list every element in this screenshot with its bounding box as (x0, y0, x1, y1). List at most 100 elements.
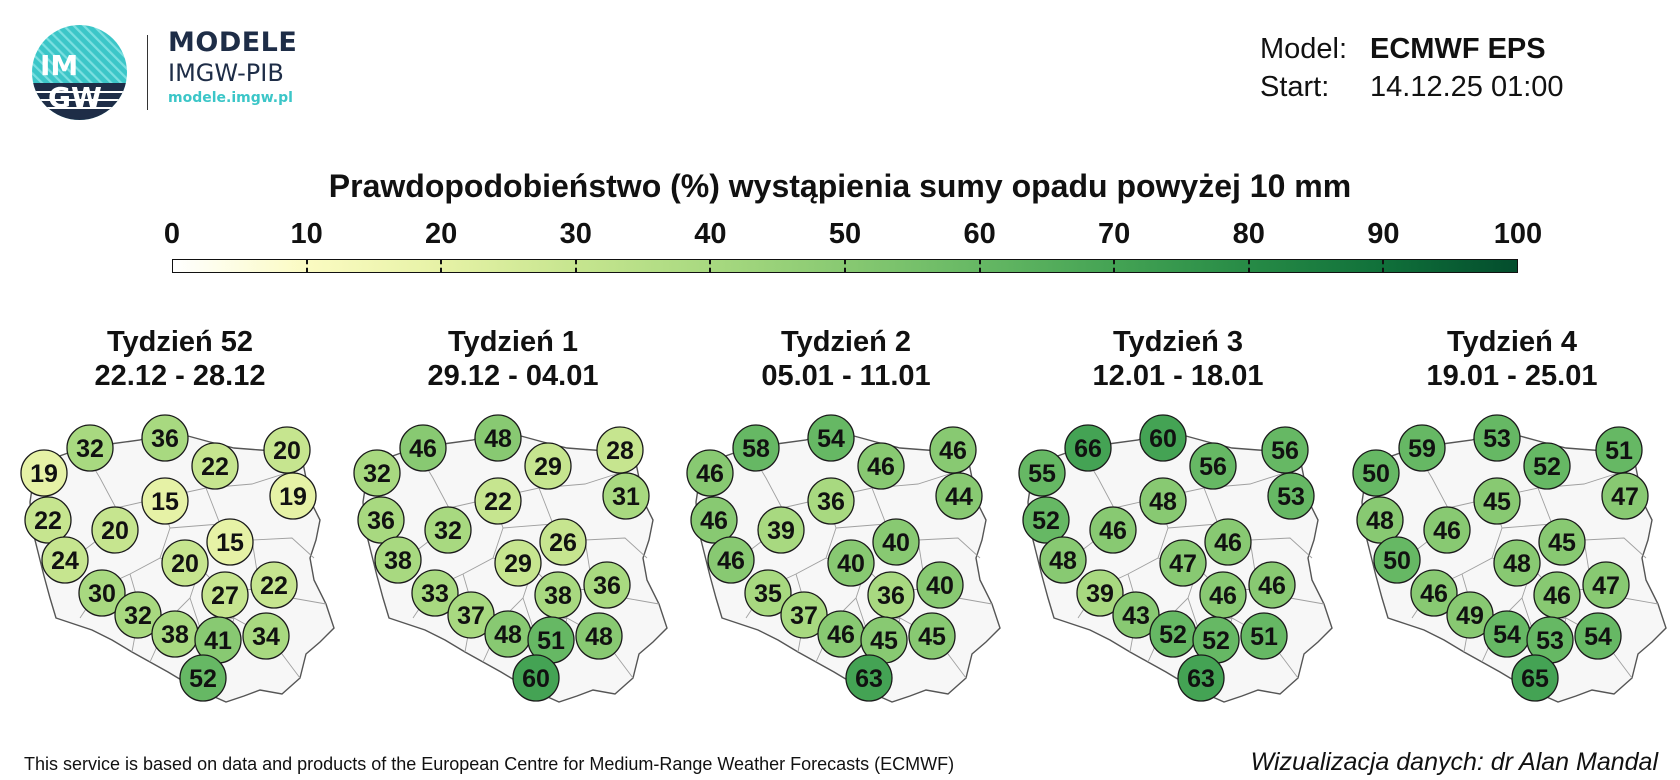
region-value-marker: 58 (732, 424, 780, 472)
region-value-marker: 34 (242, 612, 290, 660)
region-value: 48 (484, 425, 512, 453)
region-value: 46 (696, 460, 724, 488)
region-value: 32 (124, 602, 152, 630)
region-value: 35 (754, 580, 782, 608)
region-border (1187, 597, 1199, 629)
region-circle (1089, 506, 1137, 554)
region-value-marker: 46 (817, 610, 865, 658)
region-value: 46 (700, 507, 728, 535)
region-value: 48 (494, 621, 522, 649)
colorbar-segment (441, 260, 577, 272)
region-circle (686, 449, 734, 497)
colorbar-segment (1248, 260, 1383, 272)
start-row: Start: 14.12.25 01:00 (1260, 68, 1564, 106)
region-value: 19 (279, 483, 307, 511)
region-value: 46 (1209, 582, 1237, 610)
poland-map: 66 60 55 56 56 48 52 46 53 48 47 46 39 46 46 43 52 52 51 63 (1018, 414, 1333, 703)
region-value-marker: 38 (534, 571, 582, 619)
week-title: Tydzień 4 19.01 - 25.01 (1352, 325, 1672, 393)
week-label: Tydzień 1 (448, 326, 578, 358)
region-value: 51 (1605, 437, 1633, 465)
region-value-marker: 40 (872, 518, 920, 566)
region-value: 36 (877, 582, 905, 610)
region-value: 22 (260, 572, 288, 600)
region-value-marker: 37 (447, 591, 495, 639)
region-circle (474, 414, 522, 462)
logo-divider (147, 35, 148, 110)
region-value-marker: 52 (179, 654, 227, 702)
region-circle (539, 518, 587, 566)
week-panel: Tydzień 2 05.01 - 11.01 58 54 46 46 46 36 46 39 44… (686, 325, 1006, 725)
region-value: 36 (151, 425, 179, 453)
region-value: 50 (1383, 547, 1411, 575)
region-value-marker: 53 (1267, 472, 1315, 520)
region-circle (807, 477, 855, 525)
region-value-marker: 27 (201, 571, 249, 619)
region-value-marker: 31 (602, 472, 650, 520)
region-value-marker: 36 (583, 561, 631, 609)
colorbar-tick-label: 20 (425, 218, 458, 250)
region-circle (857, 442, 905, 490)
region-value: 33 (421, 580, 449, 608)
region-value-marker: 46 (857, 442, 905, 490)
region-value: 46 (717, 547, 745, 575)
region-value-marker: 36 (141, 414, 189, 462)
region-value: 40 (837, 550, 865, 578)
region-value: 55 (1028, 460, 1056, 488)
region-value: 48 (585, 623, 613, 651)
region-value: 38 (384, 547, 412, 575)
region-circle (596, 426, 644, 474)
region-value-marker: 63 (845, 654, 893, 702)
region-value: 19 (30, 460, 58, 488)
region-value-marker: 63 (1177, 654, 1225, 702)
region-circle (374, 536, 422, 584)
region-circle (78, 569, 126, 617)
page-title: Prawdopodobieństwo (%) wystąpienia sumy … (328, 168, 1352, 204)
region-value: 51 (537, 627, 565, 655)
region-value-marker: 52 (1149, 610, 1197, 658)
region-circle (916, 561, 964, 609)
region-value-marker: 22 (250, 561, 298, 609)
region-value-marker: 46 (1533, 571, 1581, 619)
colorbar-tick-label: 40 (694, 218, 727, 250)
region-value-marker: 48 (1493, 539, 1541, 587)
colorbar-tick-mark (978, 259, 981, 273)
region-value-marker: 28 (596, 426, 644, 474)
imgw-logo: IM GW MODELE IMGW-PIB modele.imgw.pl (32, 25, 362, 125)
region-circle (929, 426, 977, 474)
colorbar-segment (173, 260, 308, 272)
region-value: 41 (204, 627, 232, 655)
region-value-marker: 22 (24, 496, 72, 544)
logo-title: MODELE (168, 27, 298, 58)
region-value-marker: 54 (807, 414, 855, 462)
region-circle (141, 477, 189, 525)
region-value: 48 (1149, 488, 1177, 516)
region-value-marker: 29 (494, 539, 542, 587)
week-panel: Tydzień 4 19.01 - 25.01 59 53 50 52 51 45 48 46 47… (1352, 325, 1672, 725)
region-value-marker: 52 (1192, 616, 1240, 664)
region-circle (41, 536, 89, 584)
region-value-marker: 45 (908, 612, 956, 660)
week-dates: 19.01 - 25.01 (1426, 360, 1598, 392)
region-value-marker: 51 (527, 616, 575, 664)
region-value: 15 (216, 529, 244, 557)
region-value: 59 (1408, 435, 1436, 463)
region-value-marker: 45 (860, 616, 908, 664)
region-circle (1248, 561, 1296, 609)
region-circle (1473, 477, 1521, 525)
colorbar-tick-mark (305, 259, 308, 273)
region-circle (1511, 654, 1559, 702)
region-border (1167, 523, 1219, 529)
region-value: 53 (1536, 627, 1564, 655)
region-value-marker: 19 (269, 472, 317, 520)
colorbar-tick-mark (574, 259, 577, 273)
region-circle (411, 569, 459, 617)
region-value-marker: 41 (194, 616, 242, 664)
colorbar-tick-label: 90 (1367, 218, 1400, 250)
region-circle (1574, 612, 1622, 660)
model-label: Model: (1260, 33, 1348, 65)
region-value: 28 (606, 437, 634, 465)
region-circle (1267, 472, 1315, 520)
